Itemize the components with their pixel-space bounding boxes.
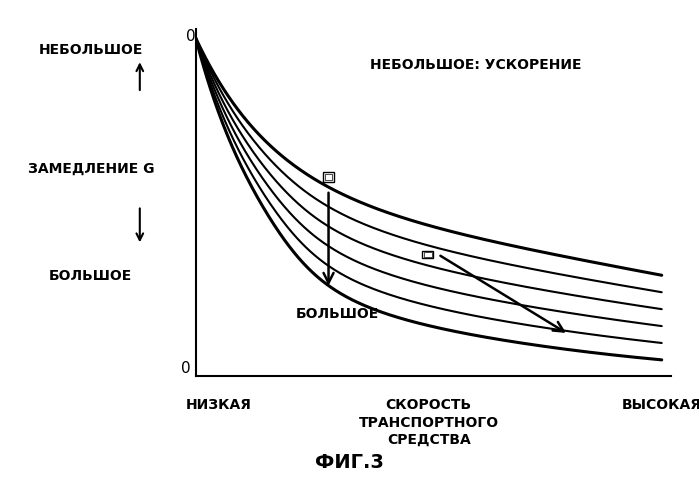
Text: СКОРОСТЬ
ТРАНСПОРТНОГО
СРЕДСТВА: СКОРОСТЬ ТРАНСПОРТНОГО СРЕДСТВА: [359, 399, 499, 447]
Bar: [424, 252, 431, 256]
Text: БОЛЬШОЕ: БОЛЬШОЕ: [296, 307, 380, 321]
Text: 0: 0: [182, 361, 191, 376]
Text: ВЫСОКАЯ: ВЫСОКАЯ: [622, 399, 699, 413]
Bar: [325, 174, 332, 180]
Text: НЕБОЛЬШОЕ: УСКОРЕНИЕ: НЕБОЛЬШОЕ: УСКОРЕНИЕ: [370, 58, 581, 72]
Text: ФИГ.3: ФИГ.3: [315, 454, 384, 472]
Text: БОЛЬШОЕ: БОЛЬШОЕ: [49, 268, 133, 282]
Text: 0: 0: [186, 29, 196, 44]
Bar: [421, 251, 433, 258]
Text: НИЗКАЯ: НИЗКАЯ: [186, 399, 252, 413]
Text: ЗАМЕДЛЕНИЕ G: ЗАМЕДЛЕНИЕ G: [28, 162, 154, 176]
Text: НЕБОЛЬШОЕ: НЕБОЛЬШОЕ: [38, 43, 143, 57]
Bar: [324, 172, 333, 182]
